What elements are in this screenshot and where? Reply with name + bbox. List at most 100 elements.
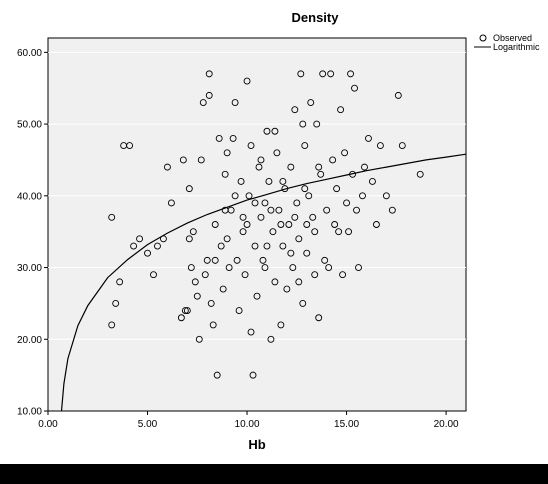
x-tick-label: 15.00 <box>334 419 359 430</box>
observed-point <box>305 192 313 200</box>
observed-point <box>301 142 309 150</box>
observed-point <box>215 134 223 142</box>
observed-point <box>382 192 390 200</box>
observed-point <box>108 213 116 221</box>
observed-point <box>361 163 368 171</box>
observed-point <box>347 70 355 78</box>
observed-point <box>205 70 213 78</box>
observed-points <box>108 70 424 379</box>
y-axis-ticks: 10.00 20.00 30.00 40.00 50.00 60.00 <box>17 48 48 418</box>
observed-point <box>279 178 287 185</box>
observed-point <box>297 70 305 78</box>
observed-point <box>259 256 267 264</box>
observed-point <box>199 99 207 107</box>
observed-point <box>372 221 380 228</box>
observed-point <box>249 371 257 379</box>
observed-point <box>353 206 360 214</box>
y-tick-label: 20.00 <box>17 335 42 346</box>
observed-point <box>325 264 333 271</box>
y-tick-label: 40.00 <box>17 191 42 202</box>
observed-point <box>315 314 323 322</box>
x-axis-title: Hb <box>248 437 265 452</box>
observed-point <box>219 285 227 293</box>
observed-point <box>351 84 358 92</box>
observed-point <box>231 99 239 107</box>
x-axis-ticks: 0.00 5.00 10.00 15.00 20.00 <box>38 411 459 430</box>
observed-point <box>126 142 134 150</box>
observed-point <box>251 242 259 250</box>
observed-point <box>185 235 193 243</box>
observed-point <box>285 221 293 228</box>
observed-point <box>301 185 309 193</box>
observed-point <box>116 278 124 286</box>
observed-point <box>307 99 315 107</box>
observed-point <box>323 206 331 214</box>
observed-point <box>197 156 205 164</box>
observed-point <box>365 134 372 142</box>
observed-point <box>181 307 189 315</box>
observed-point <box>167 199 175 207</box>
observed-point <box>205 91 213 99</box>
observed-point <box>247 142 255 150</box>
observed-point <box>233 256 241 264</box>
observed-point <box>355 264 362 271</box>
observed-point <box>368 178 376 185</box>
observed-point <box>130 242 138 250</box>
observed-point <box>291 213 299 221</box>
observed-point <box>191 278 199 286</box>
observed-point <box>201 271 209 279</box>
observed-point <box>321 256 329 264</box>
observed-point <box>311 271 319 279</box>
observed-point <box>255 163 263 171</box>
observed-point <box>136 235 144 243</box>
observed-point <box>231 192 239 200</box>
observed-point <box>239 228 247 236</box>
x-tick-label: 0.00 <box>38 419 58 430</box>
observed-point <box>398 142 406 150</box>
observed-point <box>295 235 303 243</box>
observed-point <box>271 127 279 135</box>
observed-point <box>329 156 337 164</box>
observed-point <box>303 249 311 257</box>
observed-point <box>251 199 259 207</box>
observed-point <box>337 106 345 114</box>
observed-point <box>275 206 283 214</box>
observed-point <box>289 264 297 271</box>
observed-point <box>183 307 191 315</box>
bottom-black-bar <box>0 464 548 484</box>
observed-point <box>187 264 195 271</box>
observed-point <box>269 228 277 236</box>
observed-point <box>273 149 281 157</box>
y-tick-label: 10.00 <box>17 407 42 418</box>
observed-point <box>267 335 275 343</box>
observed-point <box>265 178 273 185</box>
observed-point <box>277 321 285 329</box>
observed-point <box>221 170 229 178</box>
observed-point <box>376 142 384 150</box>
observed-point <box>245 192 253 200</box>
observed-point <box>293 199 301 207</box>
observed-point <box>345 228 353 236</box>
observed-point <box>315 163 323 171</box>
observed-point <box>209 321 217 329</box>
observed-point <box>243 221 251 228</box>
observed-point <box>257 156 265 164</box>
observed-point <box>211 221 219 228</box>
y-tick-label: 50.00 <box>17 120 42 131</box>
observed-point <box>319 70 327 78</box>
observed-point <box>311 228 319 236</box>
observed-point <box>283 285 291 293</box>
observed-point <box>291 106 299 114</box>
observed-point <box>189 228 197 236</box>
x-tick-label: 5.00 <box>138 419 158 430</box>
observed-point <box>223 235 231 243</box>
observed-point <box>287 249 295 257</box>
x-tick-label: 20.00 <box>434 419 459 430</box>
observed-point <box>343 199 351 207</box>
observed-point <box>217 242 225 250</box>
observed-point <box>257 213 265 221</box>
observed-point <box>277 221 285 228</box>
observed-point <box>261 264 269 271</box>
legend-observed-label: Observed <box>493 33 532 43</box>
